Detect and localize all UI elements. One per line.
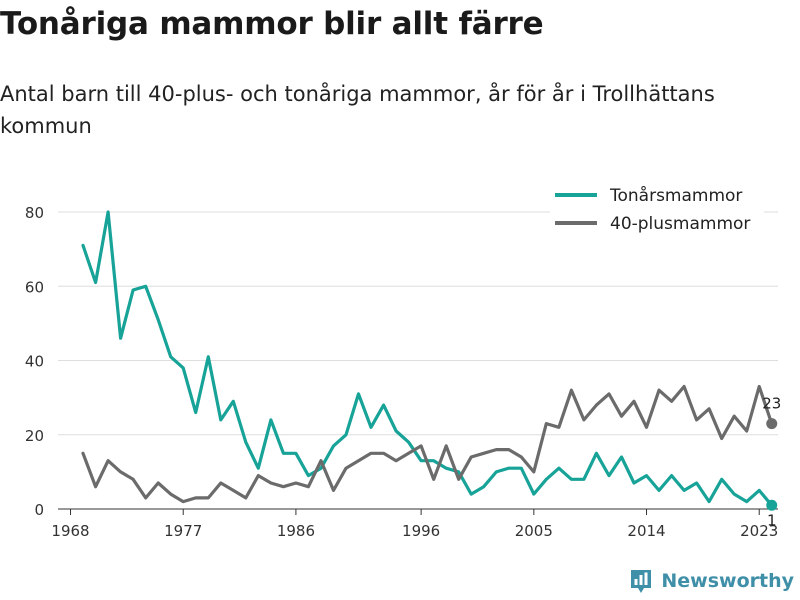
x-tick-label: 1977 bbox=[164, 522, 202, 540]
end-point bbox=[766, 499, 778, 511]
x-tick-label: 2023 bbox=[740, 522, 778, 540]
brand-name: Newsworthy bbox=[661, 570, 794, 592]
y-tick-label: 0 bbox=[34, 501, 44, 519]
y-tick-label: 40 bbox=[25, 353, 44, 371]
y-axis: 0 20 40 60 80 bbox=[25, 204, 44, 519]
x-tick-label: 2005 bbox=[515, 522, 553, 540]
chart-title: Tonåriga mammor blir allt färre bbox=[0, 6, 544, 42]
x-tick-label: 2014 bbox=[627, 522, 665, 540]
newsworthy-logo-icon bbox=[631, 570, 652, 593]
chart-subtitle: Antal barn till 40-plus- och tonåriga ma… bbox=[0, 82, 715, 138]
legend-label: 40-plusmammor bbox=[610, 214, 750, 234]
end-value-label: 23 bbox=[762, 395, 781, 413]
end-point bbox=[766, 418, 778, 430]
end-value-label: 1 bbox=[767, 511, 777, 529]
x-tick-label: 1968 bbox=[51, 522, 89, 540]
series-line-40-plusmammor bbox=[81, 384, 774, 504]
y-tick-label: 80 bbox=[25, 204, 44, 222]
newsworthy-logo: Newsworthy bbox=[629, 568, 794, 594]
series-lines bbox=[81, 210, 774, 507]
legend-label: Tonårsmammor bbox=[609, 185, 742, 206]
x-tick-label: 1996 bbox=[402, 522, 440, 540]
x-tick-label: 1986 bbox=[277, 522, 315, 540]
legend-background bbox=[550, 180, 764, 238]
y-tick-label: 60 bbox=[25, 278, 44, 296]
series-endpoints: 1 23 bbox=[762, 395, 781, 530]
legend: Tonårsmammor 40-plusmammor bbox=[550, 180, 764, 238]
y-tick-label: 20 bbox=[25, 427, 44, 445]
x-axis: 1968 1977 1986 1996 2005 2014 2023 bbox=[51, 508, 778, 540]
